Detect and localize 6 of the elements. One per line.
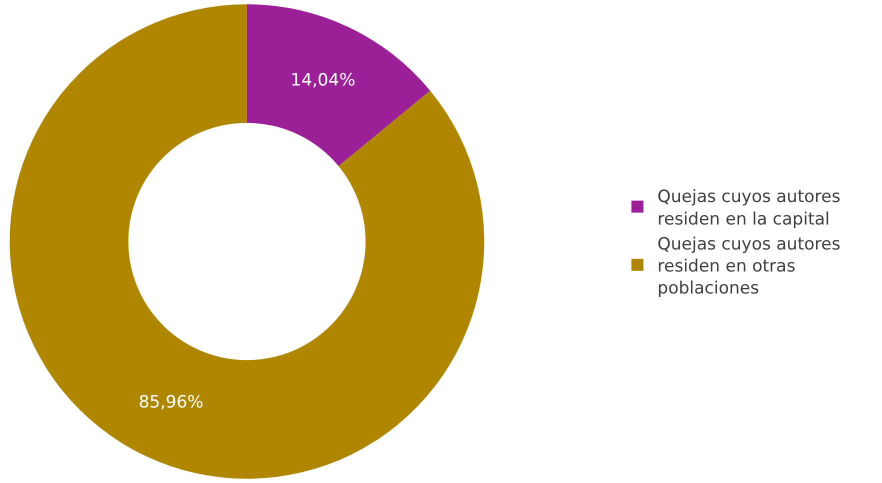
data-label: 85,96% [138, 392, 204, 412]
legend-label: Quejas cuyos autores residen en la capital [657, 187, 841, 230]
donut-slice [246, 4, 430, 166]
legend-label: Quejas cuyos autores residen en otras poblaciones [657, 234, 841, 299]
donut-slice [10, 4, 484, 478]
data-label: 14,04% [290, 70, 356, 91]
